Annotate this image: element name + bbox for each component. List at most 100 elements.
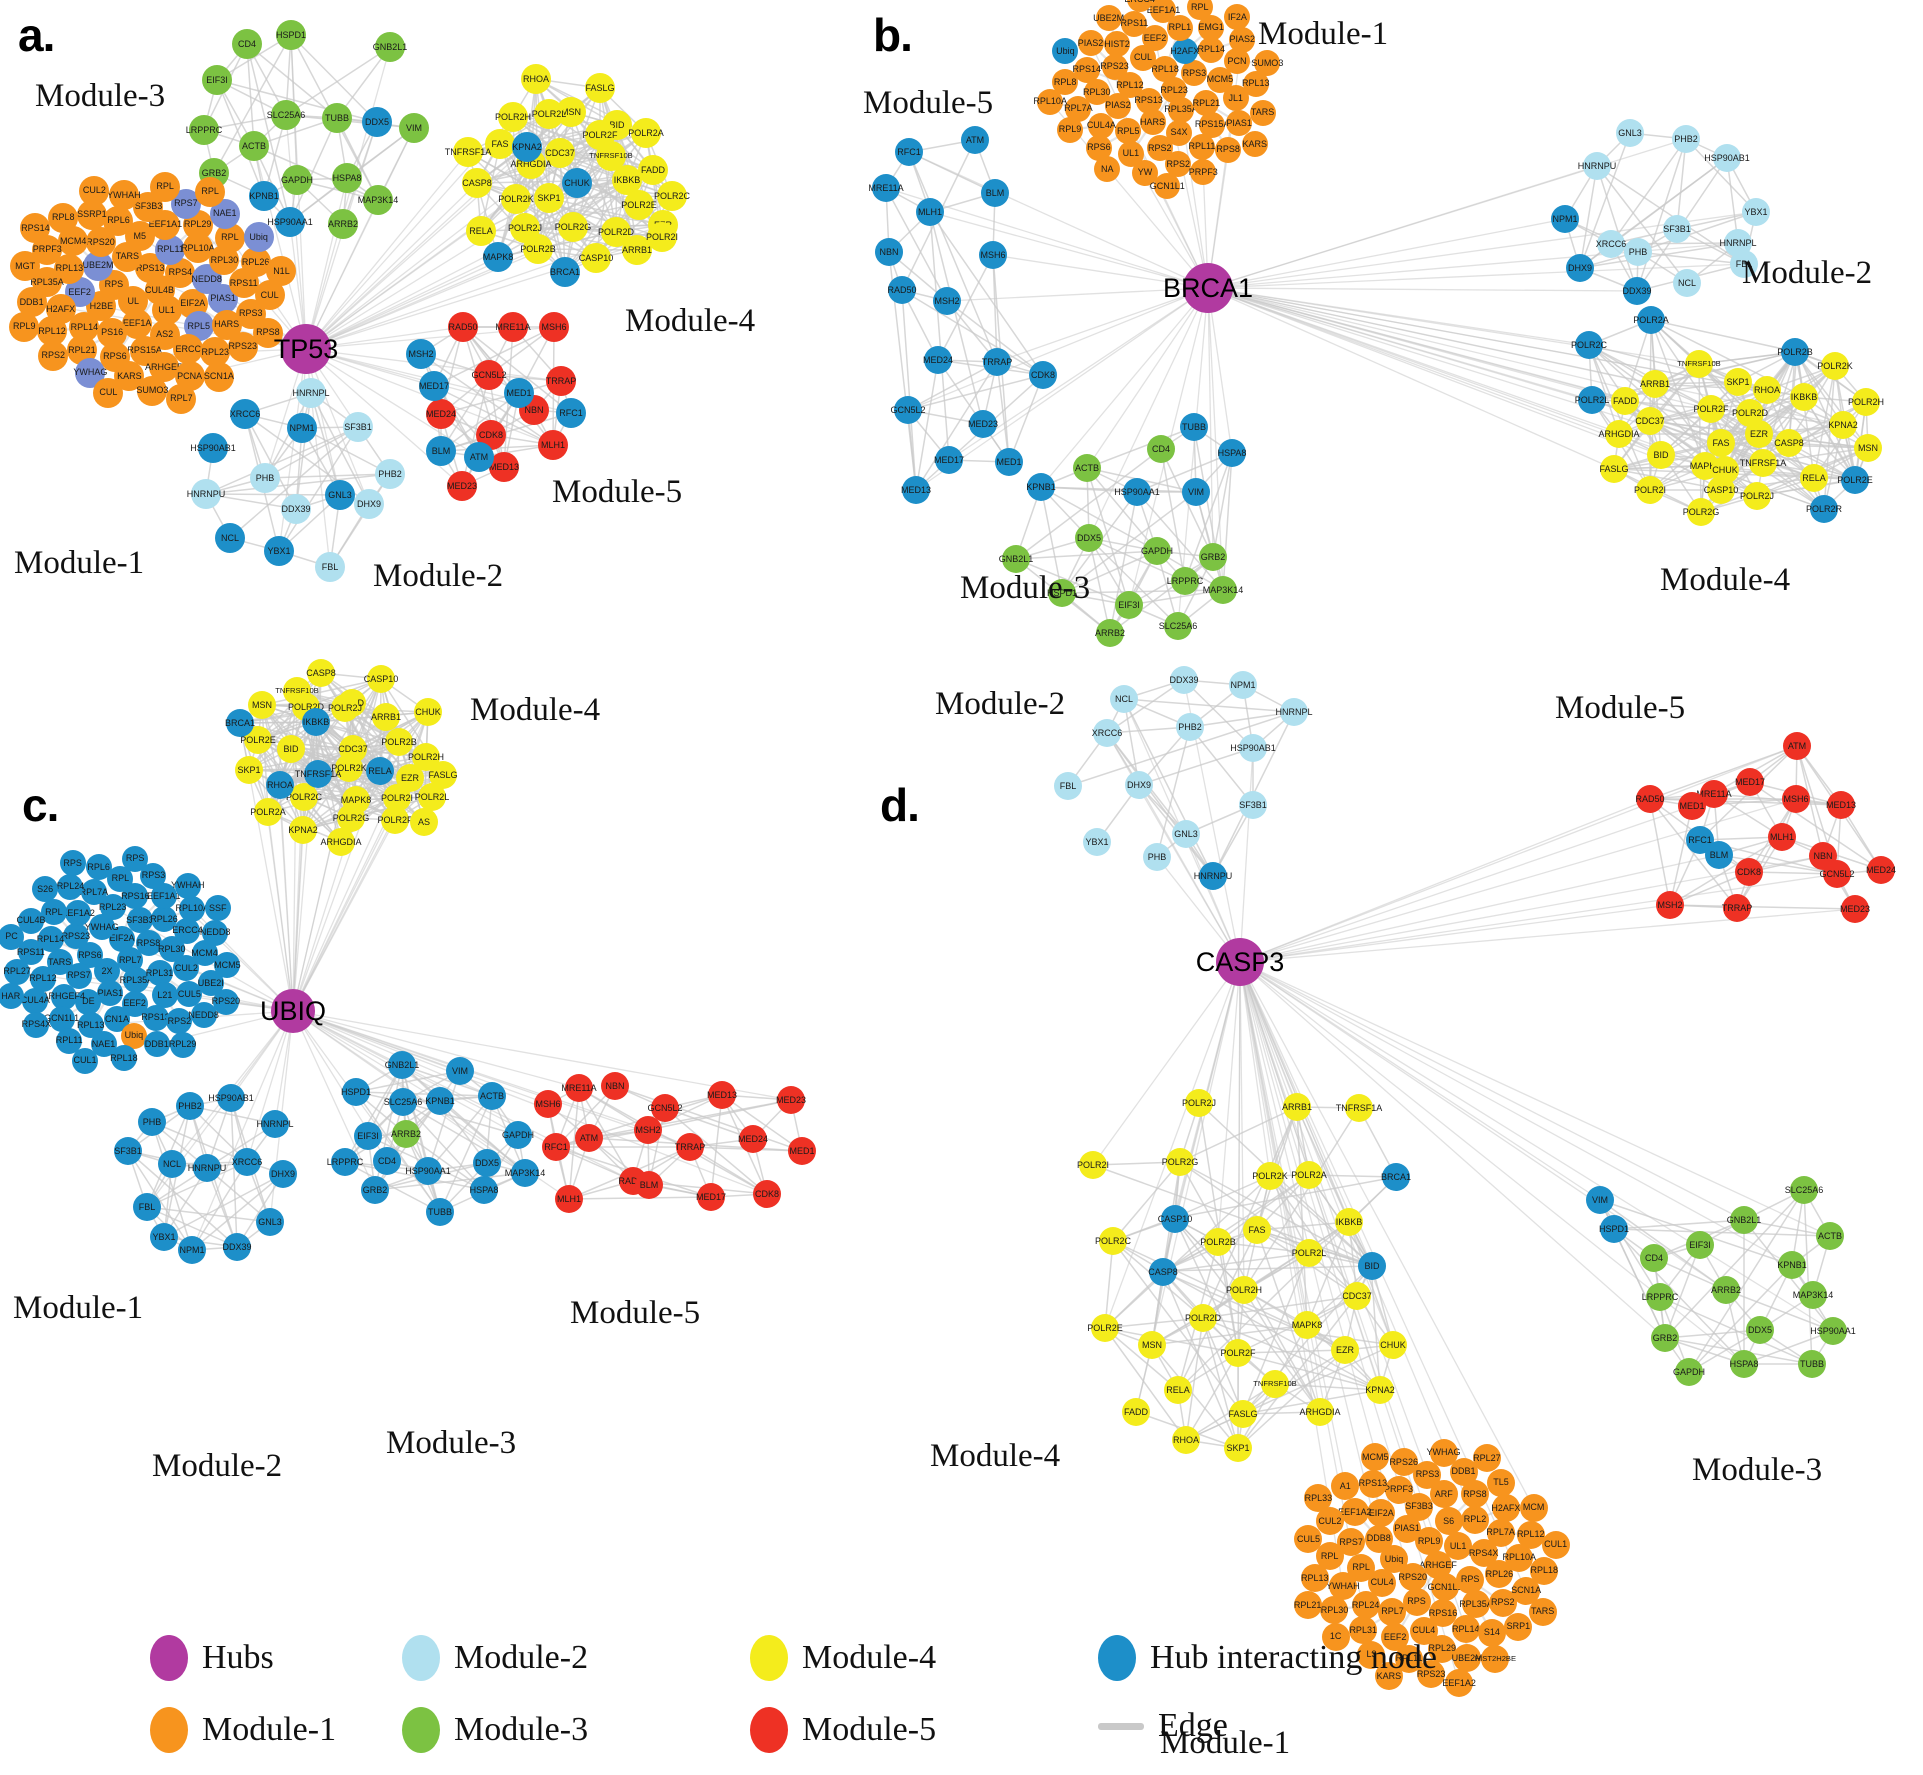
network-node[interactable]: ATM xyxy=(575,1124,603,1152)
network-node[interactable]: POLR2J xyxy=(1185,1089,1213,1117)
network-node[interactable]: MAP3K14 xyxy=(363,185,393,215)
network-node[interactable]: LRPPRC xyxy=(331,1148,359,1176)
network-node[interactable]: RPL7A xyxy=(1487,1519,1515,1547)
network-node[interactable]: UL1 xyxy=(1444,1532,1472,1560)
network-node[interactable]: TRRAP xyxy=(1723,894,1751,922)
network-node[interactable]: MRE11A xyxy=(565,1074,593,1102)
network-node[interactable]: HSP90AB1 xyxy=(1713,144,1741,172)
network-node[interactable]: XRCC6 xyxy=(1597,230,1625,258)
network-node[interactable]: MSH6 xyxy=(534,1090,562,1118)
network-node[interactable]: HSPA8 xyxy=(332,163,362,193)
network-node[interactable]: TRRAP xyxy=(546,366,576,396)
network-node[interactable]: RPS20 xyxy=(213,989,239,1015)
network-node[interactable]: GNB2L1 xyxy=(375,32,405,62)
network-node[interactable]: FADD xyxy=(1122,1398,1150,1426)
network-node[interactable]: MED17 xyxy=(419,371,449,401)
network-node[interactable]: ATM xyxy=(961,126,989,154)
network-node[interactable]: XRCC6 xyxy=(1093,719,1121,747)
network-node[interactable]: MSH2 xyxy=(933,287,961,315)
network-node[interactable]: NBN xyxy=(601,1072,629,1100)
network-node[interactable]: RAD50 xyxy=(448,312,478,342)
network-node[interactable]: HSPD1 xyxy=(342,1078,370,1106)
network-node[interactable]: RPS13 xyxy=(143,1005,169,1031)
network-node[interactable]: GNL3 xyxy=(256,1208,284,1236)
network-node[interactable]: RELA xyxy=(366,757,394,785)
network-node[interactable]: DHX9 xyxy=(1125,771,1153,799)
network-node[interactable]: FAS xyxy=(485,129,515,159)
network-node[interactable]: TARS xyxy=(1250,100,1276,126)
network-node[interactable]: GAPDH xyxy=(1143,537,1171,565)
network-node[interactable]: POLR2A xyxy=(1637,306,1665,334)
network-node[interactable]: GCN1L1 xyxy=(1431,1573,1459,1601)
network-node[interactable]: RAD50 xyxy=(888,276,916,304)
network-node[interactable]: MSH2 xyxy=(406,339,436,369)
network-node[interactable]: DDX5 xyxy=(473,1149,501,1177)
network-node[interactable]: RPS23 xyxy=(63,923,89,949)
network-node[interactable]: SLC25A6 xyxy=(1164,612,1192,640)
network-node[interactable]: HARS xyxy=(1140,109,1166,135)
network-node[interactable]: SF3B1 xyxy=(343,412,373,442)
hub-node-casp3[interactable]: CASP3 xyxy=(1216,938,1264,986)
network-node[interactable]: MAP3K14 xyxy=(511,1159,539,1187)
network-node[interactable]: POLR2K xyxy=(501,184,531,214)
network-node[interactable]: CDC37 xyxy=(1636,407,1664,435)
network-node[interactable]: POLR2L xyxy=(1578,386,1606,414)
network-node[interactable]: MED1 xyxy=(788,1137,816,1165)
network-node[interactable]: GNL3 xyxy=(1172,820,1200,848)
network-node[interactable]: TNFRSF10B xyxy=(1261,1370,1289,1398)
network-node[interactable]: FBL xyxy=(1054,772,1082,800)
network-node[interactable]: PHB2 xyxy=(1672,125,1700,153)
network-node[interactable]: EEF1A2 xyxy=(1341,1498,1369,1526)
network-node[interactable]: RPL xyxy=(150,172,180,202)
network-node[interactable]: VIM xyxy=(399,113,429,143)
network-node[interactable]: RPL7 xyxy=(166,384,196,414)
network-node[interactable]: HSPD1 xyxy=(1600,1215,1628,1243)
network-node[interactable]: KPNB1 xyxy=(249,181,279,211)
network-node[interactable]: DDB1 xyxy=(144,1031,170,1057)
network-node[interactable]: VIM xyxy=(1182,478,1210,506)
network-node[interactable]: DDX39 xyxy=(1623,277,1651,305)
network-node[interactable]: ERCC4 xyxy=(174,918,200,944)
network-node[interactable]: TNFRSF1A xyxy=(304,760,332,788)
network-node[interactable]: RPL10A xyxy=(179,896,205,922)
network-node[interactable]: GCN5L2 xyxy=(474,360,504,390)
network-node[interactable]: HSPA8 xyxy=(1218,439,1246,467)
network-node[interactable]: CD4 xyxy=(232,29,262,59)
network-node[interactable]: POLR2K xyxy=(1821,352,1849,380)
network-node[interactable]: RELA xyxy=(1164,1376,1192,1404)
network-node[interactable]: FASLG xyxy=(585,73,615,103)
network-node[interactable]: MRE11A xyxy=(872,174,900,202)
network-node[interactable]: POLR2E xyxy=(1091,1314,1119,1342)
network-node[interactable]: DDB8 xyxy=(1365,1525,1393,1553)
network-node[interactable]: MED23 xyxy=(447,471,477,501)
network-node[interactable]: H2AFX xyxy=(1172,38,1198,64)
network-node[interactable]: NBN xyxy=(875,238,903,266)
network-node[interactable]: RAD50 xyxy=(1636,785,1664,813)
network-node[interactable]: CDC37 xyxy=(1343,1282,1371,1310)
network-node[interactable]: RPL29 xyxy=(170,1032,196,1058)
network-node[interactable]: YBX1 xyxy=(264,536,294,566)
hub-node-brca1[interactable]: BRCA1 xyxy=(1183,263,1233,313)
network-node[interactable]: FASLG xyxy=(1229,1400,1257,1428)
network-node[interactable]: PHB xyxy=(138,1108,166,1136)
network-node[interactable]: MED23 xyxy=(1841,895,1869,923)
network-node[interactable]: YBX1 xyxy=(1083,828,1111,856)
network-node[interactable]: EIF3I xyxy=(354,1122,382,1150)
network-node[interactable]: RFC1 xyxy=(542,1133,570,1161)
network-node[interactable]: RPL xyxy=(195,177,225,207)
network-node[interactable]: KPNA2 xyxy=(289,816,317,844)
network-node[interactable]: CDK8 xyxy=(1029,361,1057,389)
network-node[interactable]: Ubiq xyxy=(1052,38,1078,64)
network-node[interactable]: POLR2F xyxy=(1224,1339,1252,1367)
network-node[interactable]: FAS xyxy=(1243,1216,1271,1244)
network-node[interactable]: POLR2F xyxy=(381,806,409,834)
network-node[interactable]: NCL xyxy=(215,523,245,553)
network-node[interactable]: POLR2C xyxy=(1575,331,1603,359)
network-node[interactable]: SLC25A6 xyxy=(389,1088,417,1116)
network-node[interactable]: DDX39 xyxy=(281,494,311,524)
network-node[interactable]: RHOA xyxy=(1172,1426,1200,1454)
network-node[interactable]: CD4 xyxy=(373,1147,401,1175)
network-node[interactable]: YBX1 xyxy=(150,1223,178,1251)
network-node[interactable]: DDX39 xyxy=(1170,666,1198,694)
network-node[interactable]: CHUK xyxy=(414,698,442,726)
